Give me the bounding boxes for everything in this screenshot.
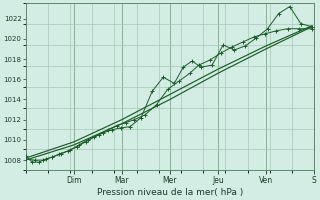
X-axis label: Pression niveau de la mer( hPa ): Pression niveau de la mer( hPa )	[97, 188, 243, 197]
